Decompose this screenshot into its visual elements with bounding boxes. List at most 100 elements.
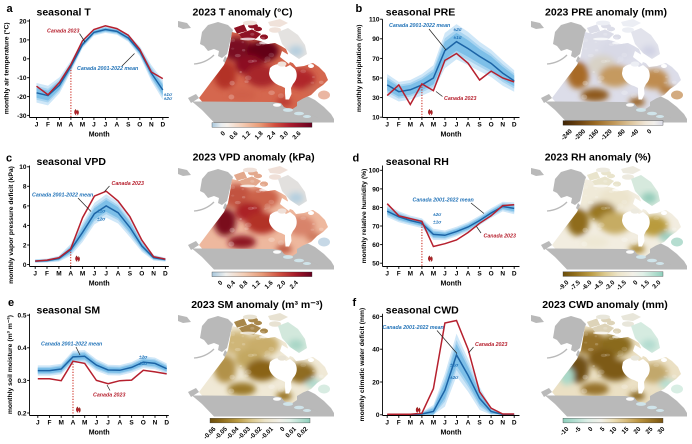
svg-text:M: M — [408, 419, 413, 426]
svg-text:F: F — [397, 121, 401, 128]
svg-text:±1σ: ±1σ — [97, 209, 106, 214]
svg-text:0: 0 — [219, 130, 227, 138]
svg-text:±1σ: ±1σ — [139, 361, 148, 366]
svg-text:monthly air temperature (°C): monthly air temperature (°C) — [3, 22, 11, 114]
svg-text:d: d — [353, 153, 360, 165]
svg-text:25: 25 — [645, 425, 655, 435]
svg-text:M: M — [58, 419, 63, 426]
svg-text:±2σ: ±2σ — [164, 96, 173, 101]
svg-text:N: N — [500, 419, 505, 426]
svg-text:-20: -20 — [17, 94, 27, 101]
svg-text:J: J — [443, 121, 447, 128]
svg-text:Month: Month — [441, 132, 462, 139]
svg-text:Canada 2001-2022 mean: Canada 2001-2022 mean — [383, 325, 445, 331]
svg-text:0.5: 0.5 — [17, 313, 26, 320]
svg-text:M: M — [82, 419, 87, 426]
svg-text:Month: Month — [89, 281, 110, 288]
svg-text:monthly relative humidity (%): monthly relative humidity (%) — [361, 169, 368, 264]
svg-text:110: 110 — [369, 17, 380, 24]
svg-text:N: N — [149, 121, 154, 128]
svg-text:20: 20 — [19, 18, 27, 25]
svg-text:F: F — [397, 419, 401, 426]
svg-text:monthly climatic water deficit: monthly climatic water deficit (mm) — [359, 308, 366, 422]
svg-text:60: 60 — [372, 242, 380, 249]
svg-text:J: J — [35, 121, 39, 128]
svg-text:A: A — [466, 419, 471, 426]
svg-text:0: 0 — [632, 279, 640, 287]
svg-text:J: J — [95, 419, 99, 426]
svg-text:F: F — [46, 121, 50, 128]
svg-text:70: 70 — [372, 56, 380, 63]
svg-text:D: D — [160, 121, 165, 128]
svg-text:D: D — [164, 419, 169, 426]
svg-text:J: J — [36, 419, 40, 426]
svg-text:J: J — [385, 419, 389, 426]
svg-text:4: 4 — [23, 223, 27, 230]
svg-text:M: M — [431, 270, 436, 277]
svg-text:0: 0 — [23, 262, 27, 269]
svg-text:J: J — [455, 419, 459, 426]
svg-text:J: J — [455, 270, 459, 277]
svg-text:A: A — [466, 270, 471, 277]
svg-text:0.4: 0.4 — [17, 345, 26, 352]
svg-text:M: M — [80, 121, 85, 128]
svg-text:seasonal SM: seasonal SM — [37, 305, 101, 317]
svg-text:O: O — [141, 419, 146, 426]
svg-text:0.2: 0.2 — [17, 410, 26, 417]
svg-text:D: D — [512, 270, 517, 277]
svg-text:50: 50 — [372, 75, 380, 82]
svg-text:O: O — [137, 121, 142, 128]
svg-text:±1σ: ±1σ — [433, 220, 442, 225]
svg-text:A: A — [115, 121, 120, 128]
svg-text:seasonal CWD: seasonal CWD — [386, 305, 459, 317]
svg-text:100: 100 — [369, 168, 380, 175]
svg-text:A: A — [420, 419, 425, 426]
svg-text:0: 0 — [587, 425, 595, 433]
svg-text:10: 10 — [609, 425, 619, 435]
svg-text:Month: Month — [89, 132, 110, 139]
svg-text:S: S — [128, 270, 133, 277]
svg-text:M: M — [57, 121, 62, 128]
svg-text:c: c — [6, 153, 12, 165]
svg-text:Month: Month — [441, 281, 462, 288]
svg-text:monthly vapor pressure deficit: monthly vapor pressure deficit (kPa) — [8, 166, 15, 284]
svg-text:20: 20 — [372, 379, 380, 386]
svg-text:D: D — [512, 121, 517, 128]
svg-text:A: A — [466, 121, 471, 128]
svg-text:6: 6 — [23, 203, 27, 210]
svg-text:±1σ: ±1σ — [454, 35, 463, 40]
svg-text:1.2: 1.2 — [251, 279, 262, 290]
svg-text:J: J — [443, 270, 447, 277]
svg-text:2.0: 2.0 — [276, 279, 287, 290]
svg-text:D: D — [163, 270, 168, 277]
svg-text:Canada 2023: Canada 2023 — [475, 342, 507, 348]
svg-text:Canada 2001-2022 mean: Canada 2001-2022 mean — [389, 23, 451, 29]
svg-text:2.4: 2.4 — [266, 130, 277, 141]
svg-text:M: M — [431, 121, 436, 128]
svg-text:0: 0 — [217, 279, 225, 287]
svg-text:A: A — [420, 270, 425, 277]
svg-text:e: e — [8, 297, 14, 309]
svg-text:J: J — [33, 270, 37, 277]
svg-text:3.0: 3.0 — [651, 279, 662, 290]
svg-text:20: 20 — [633, 425, 643, 435]
svg-text:M: M — [431, 419, 436, 426]
svg-text:±2σ: ±2σ — [450, 375, 459, 380]
svg-text:±2σ: ±2σ — [97, 217, 106, 222]
svg-text:O: O — [489, 419, 494, 426]
svg-text:b: b — [356, 3, 363, 15]
svg-text:-10: -10 — [559, 425, 571, 437]
svg-text:S: S — [477, 270, 482, 277]
svg-text:S: S — [129, 419, 134, 426]
svg-text:A: A — [116, 270, 121, 277]
svg-text:2023 PRE anomaly (mm): 2023 PRE anomaly (mm) — [545, 7, 667, 19]
svg-text:40: 40 — [372, 347, 380, 354]
svg-text:M: M — [80, 270, 85, 277]
svg-text:±2σ: ±2σ — [433, 212, 442, 217]
svg-text:monthly soil moisture (m³ m⁻³): monthly soil moisture (m³ m⁻³) — [7, 315, 14, 414]
svg-text:O: O — [139, 270, 144, 277]
svg-text:2023 SM anomaly (m³ m⁻³): 2023 SM anomaly (m³ m⁻³) — [191, 299, 323, 311]
svg-text:O: O — [489, 270, 494, 277]
svg-text:2023 T anomaly (°C): 2023 T anomaly (°C) — [193, 7, 293, 19]
svg-text:Canada 2001-2022 mean: Canada 2001-2022 mean — [32, 193, 94, 199]
